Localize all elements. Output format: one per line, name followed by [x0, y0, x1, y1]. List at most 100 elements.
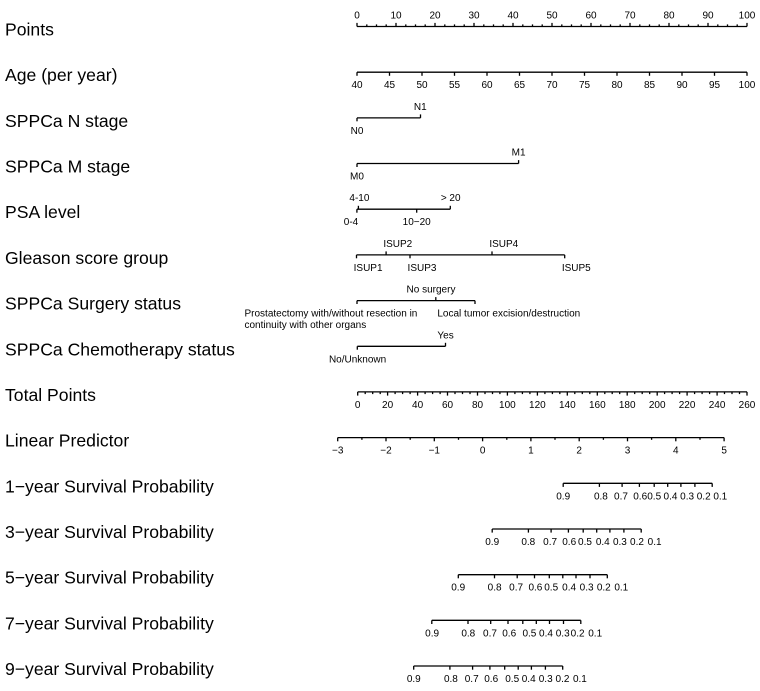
- svg-text:−3: −3: [332, 446, 344, 457]
- svg-text:0.3: 0.3: [556, 628, 570, 639]
- svg-text:0.4: 0.4: [522, 674, 536, 685]
- svg-text:0: 0: [480, 446, 486, 457]
- svg-text:No/Unknown: No/Unknown: [329, 354, 386, 365]
- svg-text:0.8: 0.8: [444, 674, 458, 685]
- svg-text:20: 20: [382, 400, 394, 411]
- svg-text:0.2: 0.2: [571, 628, 585, 639]
- svg-text:SPPCa N stage: SPPCa N stage: [5, 111, 128, 131]
- svg-text:0.6: 0.6: [562, 537, 576, 548]
- svg-text:0.6: 0.6: [633, 491, 647, 502]
- svg-text:0.9: 0.9: [425, 628, 439, 639]
- svg-text:70: 70: [624, 11, 636, 22]
- svg-text:0.1: 0.1: [588, 628, 602, 639]
- svg-text:220: 220: [679, 400, 696, 411]
- svg-text:0.6: 0.6: [484, 674, 498, 685]
- svg-text:240: 240: [709, 400, 726, 411]
- svg-text:75: 75: [579, 80, 591, 91]
- svg-text:0.4: 0.4: [596, 537, 610, 548]
- svg-text:N0: N0: [351, 126, 364, 137]
- svg-text:1−year Survival Probability: 1−year Survival Probability: [5, 476, 214, 496]
- svg-text:80: 80: [663, 11, 675, 22]
- svg-text:0.4: 0.4: [562, 583, 576, 594]
- svg-text:0.2: 0.2: [556, 674, 570, 685]
- svg-text:5−year Survival Probability: 5−year Survival Probability: [5, 568, 214, 588]
- svg-text:60: 60: [442, 400, 454, 411]
- svg-text:85: 85: [644, 80, 656, 91]
- svg-text:Points: Points: [5, 20, 54, 40]
- svg-text:0.7: 0.7: [543, 537, 557, 548]
- svg-text:65: 65: [514, 80, 526, 91]
- svg-text:40: 40: [412, 400, 424, 411]
- svg-text:0.2: 0.2: [630, 537, 644, 548]
- svg-text:50: 50: [416, 80, 428, 91]
- svg-text:160: 160: [589, 400, 606, 411]
- svg-text:0.8: 0.8: [594, 491, 608, 502]
- svg-text:10: 10: [390, 11, 402, 22]
- svg-text:0.9: 0.9: [451, 583, 465, 594]
- svg-text:0.5: 0.5: [522, 628, 536, 639]
- svg-text:0.9: 0.9: [407, 674, 421, 685]
- svg-text:0.3: 0.3: [539, 674, 553, 685]
- svg-text:3−year Survival Probability: 3−year Survival Probability: [5, 522, 214, 542]
- svg-text:0.1: 0.1: [573, 674, 587, 685]
- svg-text:0.8: 0.8: [521, 537, 535, 548]
- svg-text:ISUP2: ISUP2: [383, 239, 412, 250]
- svg-text:0.6: 0.6: [528, 583, 542, 594]
- svg-text:0.1: 0.1: [614, 583, 628, 594]
- svg-text:45: 45: [384, 80, 396, 91]
- svg-text:−1: −1: [429, 446, 441, 457]
- svg-text:20: 20: [429, 11, 441, 22]
- svg-text:9−year Survival Probability: 9−year Survival Probability: [5, 659, 214, 679]
- svg-text:0.3: 0.3: [613, 537, 627, 548]
- svg-text:0.1: 0.1: [713, 491, 727, 502]
- svg-text:100: 100: [499, 400, 516, 411]
- svg-text:0.2: 0.2: [597, 583, 611, 594]
- svg-text:0.7: 0.7: [509, 583, 523, 594]
- svg-text:90: 90: [676, 80, 688, 91]
- svg-text:ISUP3: ISUP3: [408, 263, 437, 274]
- svg-text:0.4: 0.4: [664, 491, 678, 502]
- svg-text:M0: M0: [350, 172, 364, 183]
- svg-text:70: 70: [546, 80, 558, 91]
- svg-text:0: 0: [354, 11, 360, 22]
- svg-text:90: 90: [702, 11, 714, 22]
- svg-text:0.3: 0.3: [680, 491, 694, 502]
- svg-text:0.8: 0.8: [461, 628, 475, 639]
- svg-text:95: 95: [709, 80, 721, 91]
- svg-text:0.2: 0.2: [697, 491, 711, 502]
- svg-text:60: 60: [585, 11, 597, 22]
- svg-text:200: 200: [649, 400, 666, 411]
- svg-text:5: 5: [721, 446, 727, 457]
- svg-text:2: 2: [576, 446, 582, 457]
- svg-text:PSA level: PSA level: [5, 202, 80, 222]
- svg-text:0.7: 0.7: [483, 628, 497, 639]
- svg-text:50: 50: [546, 11, 558, 22]
- svg-text:60: 60: [481, 80, 493, 91]
- svg-text:Local tumor excision/destructi: Local tumor excision/destruction: [437, 309, 580, 320]
- svg-text:120: 120: [529, 400, 546, 411]
- svg-text:40: 40: [507, 11, 519, 22]
- svg-text:100: 100: [739, 11, 756, 22]
- svg-text:SPPCa Chemotherapy status: SPPCa Chemotherapy status: [5, 339, 235, 359]
- svg-text:Age (per year): Age (per year): [5, 65, 117, 85]
- svg-text:30: 30: [468, 11, 480, 22]
- svg-text:N1: N1: [414, 102, 427, 113]
- svg-text:0.5: 0.5: [578, 537, 592, 548]
- svg-text:0.1: 0.1: [648, 537, 662, 548]
- svg-text:SPPCa M stage: SPPCa M stage: [5, 157, 130, 177]
- svg-text:Linear Predictor: Linear Predictor: [5, 431, 129, 451]
- svg-text:80: 80: [611, 80, 623, 91]
- svg-text:80: 80: [472, 400, 484, 411]
- svg-text:Yes: Yes: [437, 330, 453, 341]
- svg-text:0.7: 0.7: [465, 674, 479, 685]
- svg-text:Prostatectomy with/without res: Prostatectomy with/without resection in: [245, 309, 418, 320]
- svg-text:0.9: 0.9: [485, 537, 499, 548]
- svg-text:7−year Survival Probability: 7−year Survival Probability: [5, 613, 214, 633]
- svg-text:ISUP1: ISUP1: [354, 263, 383, 274]
- svg-text:ISUP4: ISUP4: [489, 239, 518, 250]
- svg-text:10−20: 10−20: [403, 217, 432, 228]
- svg-text:0.9: 0.9: [556, 491, 570, 502]
- svg-text:0.4: 0.4: [539, 628, 553, 639]
- svg-text:No surgery: No surgery: [407, 285, 456, 296]
- svg-text:100: 100: [739, 80, 756, 91]
